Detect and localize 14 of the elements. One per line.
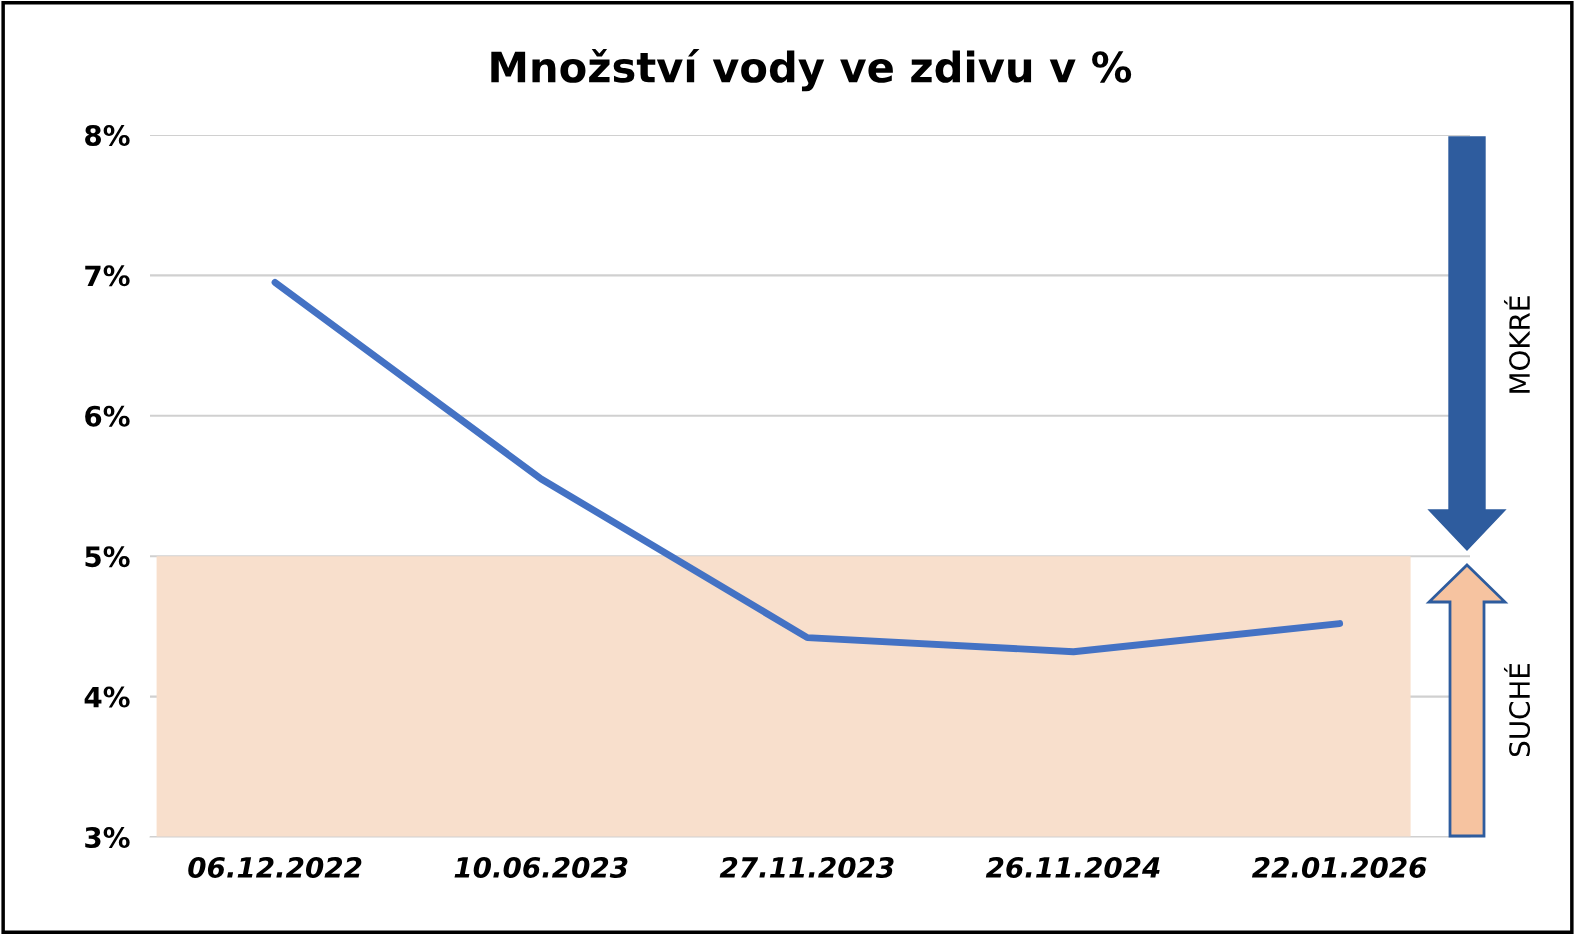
y-tick-label: 7% xyxy=(85,265,130,287)
y-tick-label: 5% xyxy=(85,546,130,568)
y-tick-label: 4% xyxy=(84,686,130,708)
x-tick-label: 22.01.2026 xyxy=(1251,856,1427,878)
y-tick-label: 3% xyxy=(85,826,130,848)
x-tick-label: 27.11.2023 xyxy=(719,856,894,878)
y-tick-label: 6% xyxy=(85,405,130,427)
y-tick-label: 8% xyxy=(85,124,130,146)
chart-title: Množství vody ve zdivu v % xyxy=(491,48,1132,92)
text: MOKRÉ xyxy=(1503,296,1531,393)
x-tick-label: 10.06.2023 xyxy=(454,856,628,878)
text: SUCHÉ xyxy=(1503,663,1531,757)
x-tick-label: 26.11.2024 xyxy=(985,856,1160,878)
x-tick-label: 06.12.2022 xyxy=(188,856,362,878)
